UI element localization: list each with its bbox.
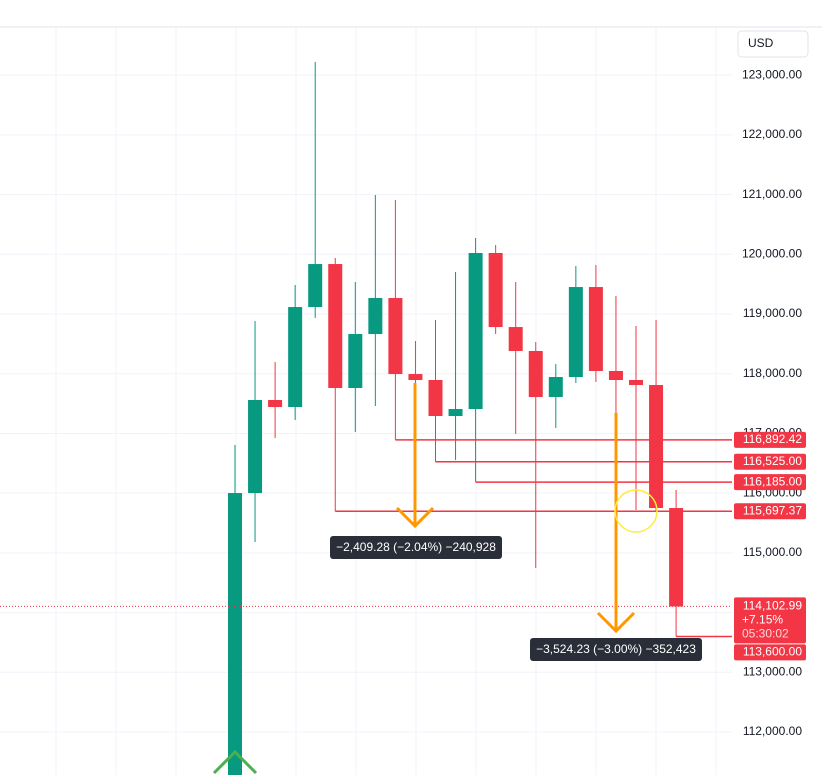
- price-line-box: [734, 644, 806, 661]
- y-tick-label: 112,000.00: [743, 724, 802, 738]
- candle-body: [228, 493, 242, 775]
- vertical-grid: [55, 28, 717, 775]
- y-tick-label: 123,000.00: [742, 67, 802, 81]
- y-tick-label: 115,000.00: [743, 545, 802, 559]
- candle-body: [368, 298, 383, 335]
- candle-body: [448, 409, 463, 417]
- candle-body: [408, 374, 423, 381]
- currency-label: USD: [748, 36, 774, 50]
- candle-body: [468, 252, 483, 410]
- current-price-label: 114,102.99: [743, 599, 802, 613]
- price-line-box: [734, 503, 806, 520]
- candle-body: [428, 380, 443, 417]
- highlight-circle: [614, 489, 658, 533]
- measure-box: [330, 536, 502, 559]
- y-tick-label: 120,000.00: [742, 246, 802, 260]
- price-line-label: 115,697.37: [743, 503, 802, 517]
- price-line-label: 116,892.42: [743, 432, 802, 446]
- price-line-label: 116,185.00: [743, 474, 802, 488]
- price-line-box: [734, 474, 806, 491]
- currency-button[interactable]: [737, 30, 809, 58]
- candle-body: [328, 264, 343, 389]
- y-tick-label: 118,000.00: [743, 366, 802, 380]
- candle-body: [308, 264, 323, 308]
- candle-body: [388, 298, 403, 375]
- candle-body: [348, 334, 363, 389]
- y-tick-label: 121,000.00: [742, 187, 802, 201]
- candle-body: [508, 327, 523, 351]
- measure-arrow-head: [395, 506, 435, 529]
- measure-arrow-head: [596, 611, 636, 634]
- candle-body: [248, 400, 263, 494]
- measure-label: −3,524.23 (−3.00%) −352,423: [536, 642, 696, 656]
- price-line-box: [734, 431, 806, 448]
- candle-body: [588, 287, 603, 371]
- current-price-box: [734, 597, 806, 644]
- price-line-label: 116,525.00: [743, 454, 802, 468]
- candle-body: [568, 287, 583, 378]
- y-tick-label: 119,000.00: [743, 306, 802, 320]
- candle-body: [528, 350, 543, 398]
- buy-arrow: [212, 749, 258, 775]
- candle-body: [268, 400, 283, 407]
- candle-body: [629, 380, 643, 386]
- candle-body: [288, 307, 303, 407]
- candle-body: [669, 508, 684, 607]
- measure-box: [530, 638, 702, 661]
- current-price-change: +7.15%: [742, 613, 783, 627]
- countdown: 05:30:02: [742, 627, 789, 641]
- candle-body: [548, 377, 563, 398]
- candle-body: [488, 252, 503, 328]
- price-line-label: 113,600.00: [743, 645, 802, 659]
- price-line-box: [734, 453, 806, 470]
- candle-body: [608, 370, 623, 381]
- y-tick-label: 122,000.00: [742, 127, 802, 141]
- y-tick-label: 113,000.00: [743, 664, 802, 678]
- measure-label: −2,409.28 (−2.04%) −240,928: [336, 540, 496, 554]
- candle-body: [649, 385, 664, 509]
